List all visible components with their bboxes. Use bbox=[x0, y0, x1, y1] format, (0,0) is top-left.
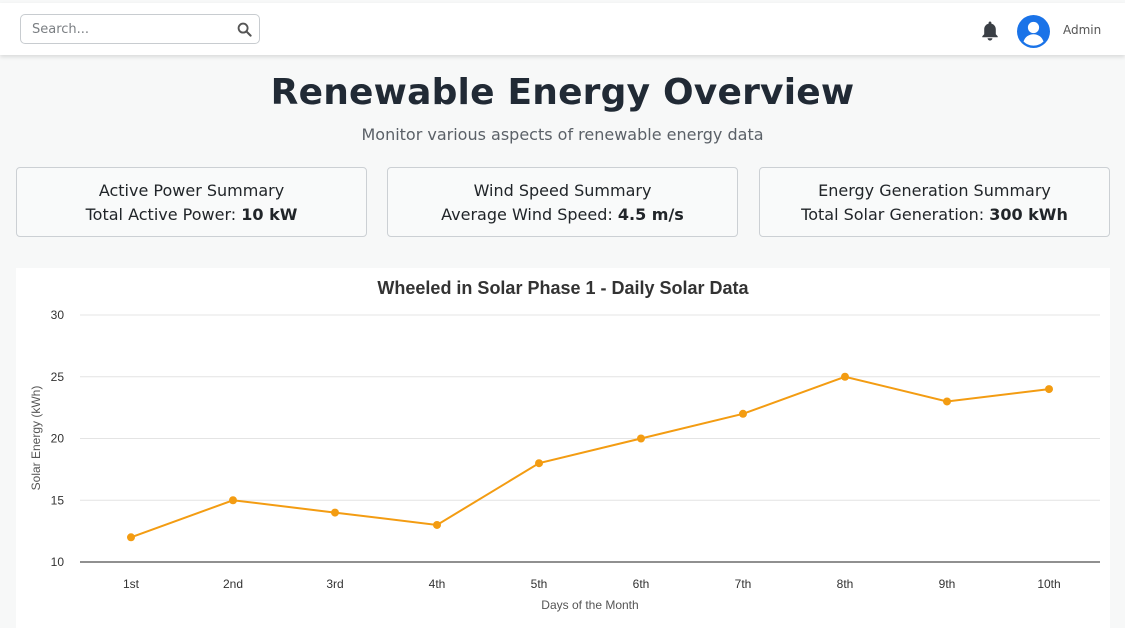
page-subtitle: Monitor various aspects of renewable ene… bbox=[361, 125, 764, 144]
solar-chart-panel: Wheeled in Solar Phase 1 - Daily Solar D… bbox=[16, 268, 1110, 628]
y-tick-label: 10 bbox=[51, 555, 65, 569]
x-tick-label: 7th bbox=[735, 577, 752, 591]
card-title: Active Power Summary bbox=[98, 181, 285, 200]
data-point bbox=[637, 434, 645, 443]
page-title: Renewable Energy Overview bbox=[270, 72, 855, 113]
series-line bbox=[130, 375, 1050, 539]
x-tick-label: 9th bbox=[939, 577, 956, 591]
data-point bbox=[229, 496, 237, 505]
y-axis-label: Solar Energy (kWh) bbox=[29, 386, 43, 491]
x-tick-label: 4th bbox=[429, 577, 446, 591]
card-title: Energy Generation Summary bbox=[818, 181, 1051, 200]
card-metric-value: 10 kW bbox=[241, 205, 298, 224]
data-point bbox=[1045, 385, 1053, 394]
card-metric: Total Solar Generation: 300 kWh bbox=[760, 205, 1109, 224]
chart-title: Wheeled in Solar Phase 1 - Daily Solar D… bbox=[377, 278, 749, 298]
top-navbar: Admin bbox=[0, 3, 1125, 55]
card-metric-label: Total Solar Generation: bbox=[801, 205, 990, 224]
search-input[interactable] bbox=[21, 15, 231, 43]
card-metric-label: Total Active Power: bbox=[85, 205, 242, 224]
user-name-label[interactable]: Admin bbox=[1063, 23, 1102, 37]
data-point bbox=[331, 508, 339, 517]
y-tick-label: 25 bbox=[51, 370, 65, 384]
x-tick-label: 1st bbox=[123, 577, 140, 591]
x-axis-label: Days of the Month bbox=[541, 598, 638, 612]
card-metric: Total Active Power: 10 kW bbox=[17, 205, 366, 224]
y-tick-label: 20 bbox=[51, 432, 65, 446]
x-tick-label: 10th bbox=[1037, 577, 1060, 591]
search-box bbox=[20, 14, 260, 44]
card-metric-value: 300 kWh bbox=[989, 205, 1068, 224]
card-metric-label: Average Wind Speed: bbox=[441, 205, 618, 224]
data-point bbox=[841, 372, 849, 381]
data-point bbox=[127, 533, 135, 542]
bell-icon[interactable] bbox=[980, 20, 1000, 42]
solar-line-chart: Wheeled in Solar Phase 1 - Daily Solar D… bbox=[29, 278, 1100, 612]
card-metric: Average Wind Speed: 4.5 m/s bbox=[388, 205, 737, 224]
x-tick-label: 6th bbox=[633, 577, 650, 591]
data-point bbox=[433, 520, 441, 529]
x-tick-label: 8th bbox=[837, 577, 854, 591]
wind-speed-summary-card: Wind Speed Summary Average Wind Speed: 4… bbox=[387, 167, 738, 237]
data-point bbox=[943, 397, 951, 406]
y-tick-label: 15 bbox=[51, 493, 65, 507]
energy-generation-summary-card: Energy Generation Summary Total Solar Ge… bbox=[759, 167, 1110, 237]
y-tick-label: 30 bbox=[51, 308, 65, 322]
x-tick-label: 5th bbox=[531, 577, 548, 591]
data-point bbox=[535, 459, 543, 468]
data-point bbox=[739, 409, 747, 418]
x-tick-label: 3rd bbox=[326, 577, 343, 591]
active-power-summary-card: Active Power Summary Total Active Power:… bbox=[16, 167, 367, 237]
x-tick-label: 2nd bbox=[223, 577, 243, 591]
search-icon[interactable] bbox=[237, 22, 252, 37]
card-metric-value: 4.5 m/s bbox=[617, 205, 684, 224]
card-title: Wind Speed Summary bbox=[473, 181, 652, 200]
user-avatar-icon[interactable] bbox=[1017, 15, 1050, 48]
